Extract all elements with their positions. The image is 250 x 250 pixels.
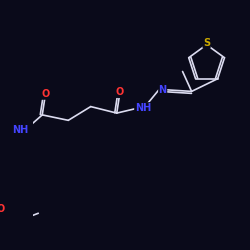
Text: O: O xyxy=(41,89,49,99)
Text: N: N xyxy=(158,84,167,94)
Text: O: O xyxy=(0,204,5,214)
Text: NH: NH xyxy=(135,103,151,113)
Text: S: S xyxy=(203,38,210,48)
Text: NH: NH xyxy=(12,125,29,135)
Text: O: O xyxy=(116,88,124,98)
